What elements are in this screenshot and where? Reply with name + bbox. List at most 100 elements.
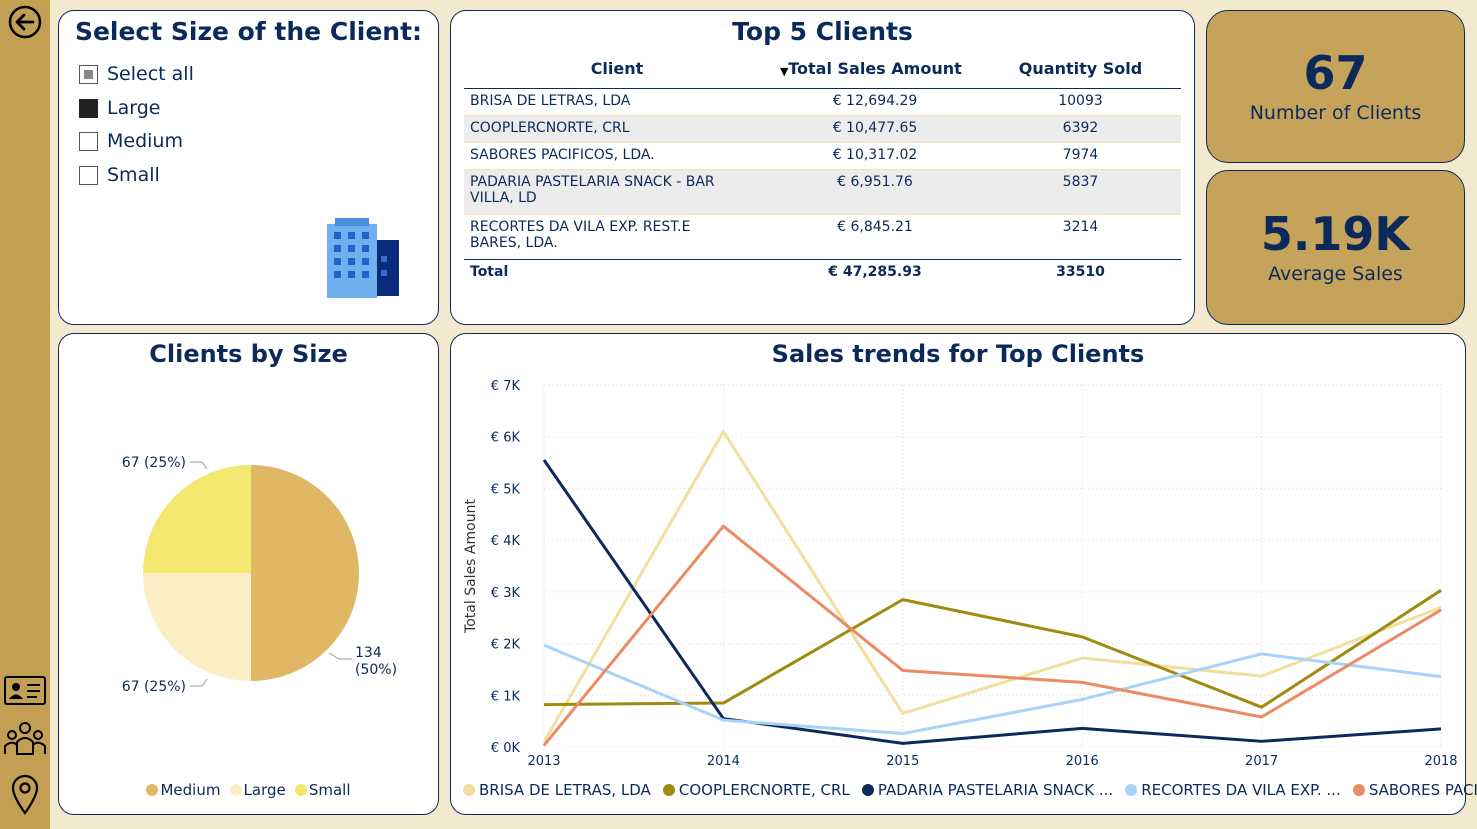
slicer-item-label: Medium xyxy=(107,130,183,152)
qty-cell: 7974 xyxy=(1062,147,1099,163)
line-series-brisa[interactable] xyxy=(542,430,1442,743)
legend-item-sabores[interactable]: SABORES PACIFIC... xyxy=(1352,781,1477,799)
table-row[interactable]: COOPLERCNORTE, CRL € 10,477.65 6392 xyxy=(464,115,1181,143)
kpi-value: 67 xyxy=(1303,45,1368,100)
y-tick-label: € 4K xyxy=(491,534,521,549)
location-pin-icon[interactable] xyxy=(0,770,50,818)
client-cell: SABORES PACIFICOS, LDA. xyxy=(470,147,655,163)
slicer-item-large[interactable]: Large xyxy=(79,97,160,119)
x-tick-label: 2013 xyxy=(527,754,560,769)
leader-line-medium xyxy=(328,652,352,660)
leader-line-large xyxy=(190,678,208,687)
back-arrow-icon[interactable] xyxy=(0,4,50,40)
top-clients-table: Client ▼ Total Sales Amount Quantity Sol… xyxy=(464,55,1181,287)
y-tick-label: € 6K xyxy=(491,431,521,446)
slicer-item-label: Select all xyxy=(107,63,194,85)
legend-item-padaria[interactable]: PADARIA PASTELARIA SNACK ... xyxy=(861,781,1113,799)
x-tick-label: 2014 xyxy=(707,754,740,769)
line-series-padaria[interactable] xyxy=(542,459,1442,745)
contact-card-icon[interactable] xyxy=(0,670,50,710)
sales-trends-card: Sales trends for Top Clients € 0K € 1K € 2… xyxy=(450,333,1477,815)
checkbox-unchecked[interactable] xyxy=(79,131,98,151)
checkbox-checked[interactable] xyxy=(79,98,98,118)
legend-label: Medium xyxy=(160,781,221,799)
legend-item-medium[interactable]: Medium xyxy=(146,781,220,799)
column-header-label: Total Sales Amount xyxy=(788,59,962,78)
sidebar xyxy=(0,0,50,829)
leader-line-small xyxy=(190,461,208,470)
legend-item-coopler[interactable]: COOPLERCNORTE, CRL xyxy=(662,781,850,799)
line-series-sabores[interactable] xyxy=(542,524,1442,747)
total-qty: 33510 xyxy=(1056,264,1105,280)
pie-title: Clients by Size xyxy=(149,340,348,368)
table-row[interactable]: BRISA DE LETRAS, LDA € 12,694.29 10093 xyxy=(464,89,1181,116)
kpi-number-of-clients: 67 Number of Clients xyxy=(1206,10,1465,163)
line-series-coopler[interactable] xyxy=(543,589,1442,709)
client-size-slicer: Select Size of the Client: Select all La… xyxy=(58,10,439,325)
legend-item-recortes[interactable]: RECORTES DA VILA EXP. ... xyxy=(1125,781,1341,799)
qty-cell: 5837 xyxy=(1062,174,1099,190)
legend-dot xyxy=(861,784,874,796)
pie-label-medium-pct: (50%) xyxy=(355,662,397,678)
x-tick-label: 2015 xyxy=(886,754,919,769)
pie-label-large: 67 (25%) xyxy=(122,679,186,695)
pie-slice-large[interactable] xyxy=(143,573,251,681)
slicer-item-medium[interactable]: Medium xyxy=(79,130,183,152)
column-header-client[interactable]: Client xyxy=(590,59,644,78)
y-tick-label: € 3K xyxy=(491,586,521,601)
kpi-label: Average Sales xyxy=(1268,262,1403,285)
legend-item-small[interactable]: Small xyxy=(294,781,351,799)
qty-cell: 3214 xyxy=(1062,219,1099,235)
client-cell: PADARIA PASTELARIA SNACK - BAR VILLA, LD xyxy=(470,174,715,206)
table-row[interactable]: RECORTES DA VILA EXP. REST.E BARES, LDA.… xyxy=(464,215,1181,260)
legend-label: BRISA DE LETRAS, LDA xyxy=(479,781,651,799)
slicer-item-select-all[interactable]: Select all xyxy=(79,63,194,85)
checkbox-unchecked[interactable] xyxy=(79,165,98,185)
pie-label-medium: 134 xyxy=(355,645,382,661)
sales-cell: € 10,317.02 xyxy=(832,147,918,163)
legend-dot xyxy=(463,784,475,796)
column-header-total-sales[interactable]: ▼ Total Sales Amount xyxy=(770,55,980,89)
legend-dot xyxy=(229,784,242,796)
pie-chart: 67 (25%) 67 (25%) 134 (50%) xyxy=(122,455,397,695)
legend-label: SABORES PACIFIC... xyxy=(1368,781,1477,799)
total-label: Total xyxy=(470,264,509,280)
legend-label: Large xyxy=(243,781,286,799)
line-legend: BRISA DE LETRAS, LDA COOPLERCNORTE, CRL … xyxy=(463,781,1477,800)
people-group-icon[interactable] xyxy=(0,718,50,760)
x-tick-label: 2017 xyxy=(1245,754,1278,769)
client-cell: COOPLERCNORTE, CRL xyxy=(470,120,630,136)
total-row: Total € 47,285.93 33510 xyxy=(464,260,1181,287)
legend-dot xyxy=(662,784,675,796)
office-building-icon xyxy=(321,216,401,302)
kpi-average-sales: 5.19K Average Sales xyxy=(1206,170,1465,325)
legend-label: Small xyxy=(308,781,351,799)
x-tick-label: 2016 xyxy=(1066,754,1099,769)
y-tick-label: € 0K xyxy=(491,741,521,756)
slicer-item-small[interactable]: Small xyxy=(79,164,160,186)
legend-item-brisa[interactable]: BRISA DE LETRAS, LDA xyxy=(463,781,651,799)
legend-dot xyxy=(146,784,159,796)
sales-cell: € 6,845.21 xyxy=(837,219,913,235)
slicer-title: Select Size of the Client: xyxy=(74,17,423,46)
sales-cell: € 10,477.65 xyxy=(832,120,918,136)
line-chart: € 0K € 1K € 2K € 3K € 4K € 5K € 6K € 7K 2013 201… xyxy=(463,379,1458,769)
line-chart-title: Sales trends for Top Clients xyxy=(771,340,1145,368)
legend-label: RECORTES DA VILA EXP. ... xyxy=(1141,781,1341,799)
line-series-recortes[interactable] xyxy=(543,643,1442,736)
y-tick-label: € 7K xyxy=(491,379,521,394)
pie-slice-small[interactable] xyxy=(143,465,251,573)
x-tick-label: 2018 xyxy=(1424,754,1457,769)
top-clients-table-card: Top 5 Clients Client ▼ Total Sales Amoun… xyxy=(450,10,1195,325)
pie-slice-medium[interactable] xyxy=(251,465,359,681)
kpi-label: Number of Clients xyxy=(1249,101,1422,124)
slicer-item-label: Large xyxy=(107,97,161,119)
checkbox-partial[interactable] xyxy=(79,64,98,84)
table-row[interactable]: PADARIA PASTELARIA SNACK - BAR VILLA, LD… xyxy=(464,169,1181,215)
column-header-quantity[interactable]: Quantity Sold xyxy=(1018,59,1143,78)
kpi-value: 5.19K xyxy=(1260,206,1411,261)
table-row[interactable]: SABORES PACIFICOS, LDA. € 10,317.02 7974 xyxy=(464,143,1181,170)
clients-by-size-card: Clients by Size 67 (25%) 67 (25%) 134 (5… xyxy=(58,333,439,815)
legend-item-large[interactable]: Large xyxy=(229,781,286,799)
client-cell: RECORTES DA VILA EXP. REST.E BARES, LDA. xyxy=(470,219,691,251)
